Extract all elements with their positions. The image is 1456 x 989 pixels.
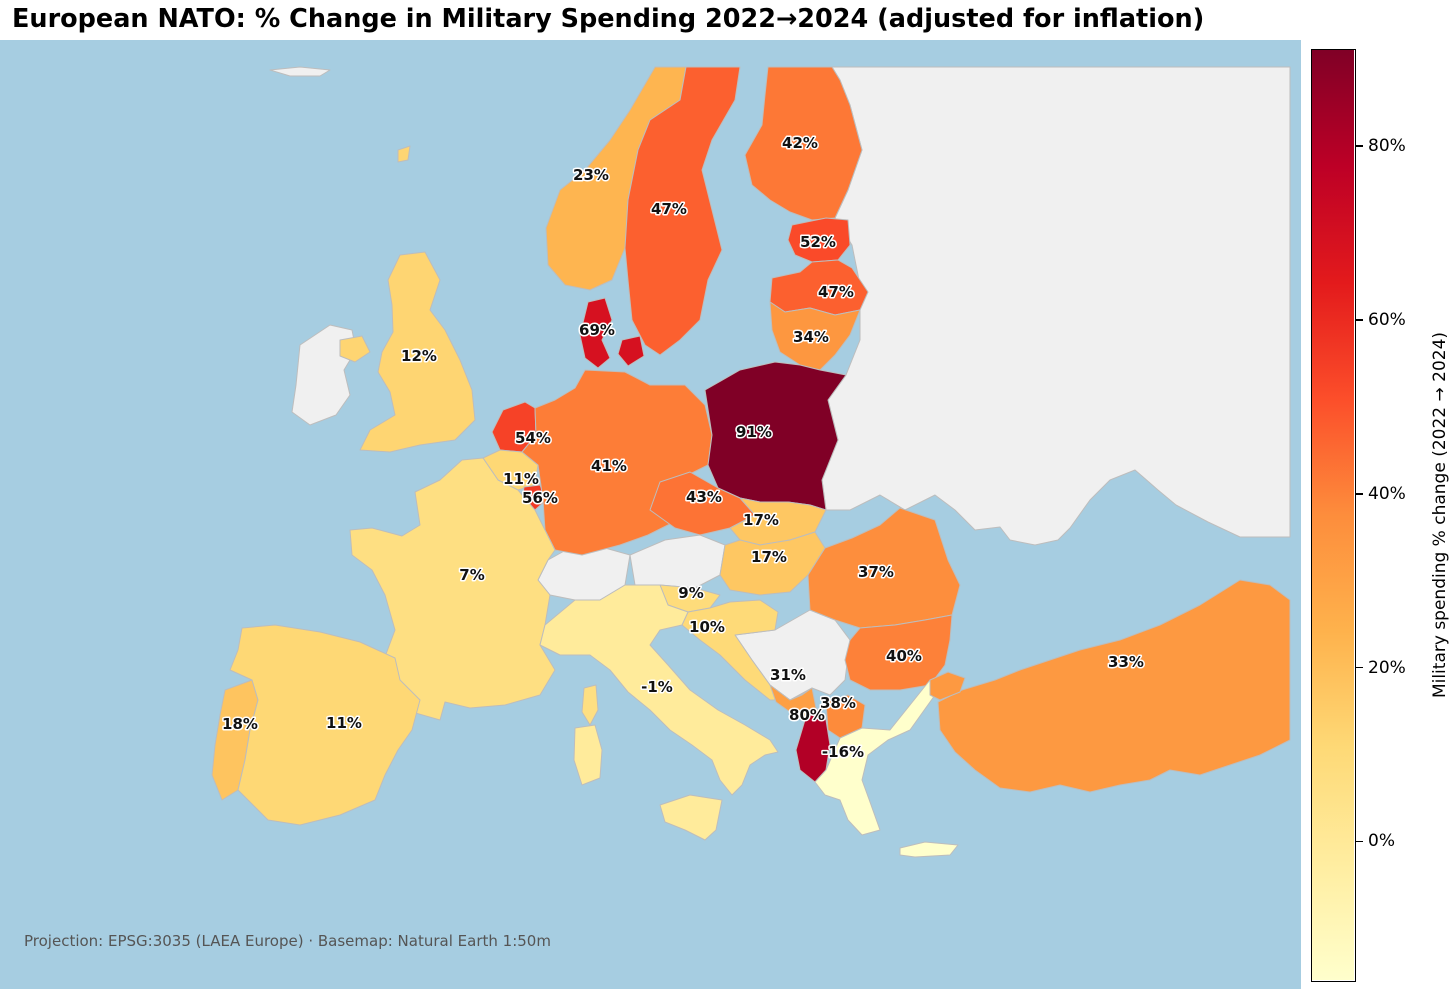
label-romania: 37% [858,563,894,581]
colorbar-tick-label: 60% [1368,309,1406,330]
eastern-landmass [821,66,1291,546]
country-turkey [937,579,1291,793]
label-norway: 23% [573,166,609,184]
country-romania [807,507,961,629]
colorbar-tick-mark [1356,493,1363,495]
label-luxembourg: 56% [522,489,558,507]
austria [629,534,726,589]
svalbard-fragment [269,66,331,77]
country-northern-ireland [339,335,371,363]
country-sicily [659,794,723,841]
country-crete [899,841,959,858]
map-panel: 23% 47% 42% 52% 47% 34% 69% 12% 54% 11% … [0,40,1301,989]
country-sweden [624,66,741,356]
label-italy: -1% [641,678,673,696]
country-spain [229,624,421,826]
label-denmark: 69% [579,321,615,339]
label-bulgaria: 40% [886,647,922,665]
label-portugal: 18% [222,715,258,733]
colorbar-tick-mark [1356,145,1363,147]
country-denmark [579,297,645,369]
colorbar [1311,49,1356,982]
label-greece: -16% [822,743,864,761]
country-greece [814,679,936,836]
label-france: 7% [459,566,484,584]
label-netherlands: 54% [515,429,551,447]
map-canvas: 23% 47% 42% 52% 47% 34% 69% 12% 54% 11% … [211,66,1291,858]
colorbar-tick-mark [1356,319,1363,321]
label-finland: 42% [782,134,818,152]
label-hungary: 17% [751,548,787,566]
label-turkey: 33% [1108,653,1144,671]
label-spain: 11% [326,714,362,732]
colorbar-label: Military spending % change (2022 → 2024) [1430,331,1450,699]
label-sweden: 47% [651,200,687,218]
projection-credit: Projection: EPSG:3035 (LAEA Europe) · Ba… [24,932,551,950]
colorbar-tick-label: 80% [1368,136,1406,157]
colorbar-tick-label: 40% [1368,483,1406,504]
colorbar-tick-label: 0% [1368,831,1395,852]
label-albania: 80% [789,706,825,724]
colorbar-tick-mark [1356,840,1363,843]
label-estonia: 52% [800,233,836,251]
colorbar-tick-label: 20% [1368,657,1406,678]
label-slovenia: 9% [678,584,703,602]
country-uk [359,251,476,453]
label-czechia: 43% [686,488,722,506]
colorbar-gradient [1312,50,1354,980]
country-france [349,457,556,721]
label-uk: 12% [401,347,437,365]
country-finland [744,66,863,221]
country-sardinia [573,724,603,786]
label-lithuania: 34% [793,328,829,346]
label-north-macedonia: 38% [820,694,856,712]
label-montenegro: 31% [770,666,806,684]
country-corsica [581,684,599,726]
label-croatia: 10% [689,618,725,636]
label-belgium: 11% [503,470,539,488]
label-poland: 91% [736,423,772,441]
country-italy [539,584,779,796]
colorbar-tick-mark [1356,666,1363,669]
label-slovakia: 17% [743,511,779,529]
map-title: European NATO: % Change in Military Spen… [12,4,1205,34]
country-bulgaria [844,614,953,691]
country-iceland-fragment [397,145,411,163]
label-germany: 41% [591,457,627,475]
label-latvia: 47% [818,283,854,301]
country-turkey-thrace [929,671,966,701]
country-poland [704,361,847,511]
country-lithuania [769,301,861,371]
country-croatia [681,599,791,701]
